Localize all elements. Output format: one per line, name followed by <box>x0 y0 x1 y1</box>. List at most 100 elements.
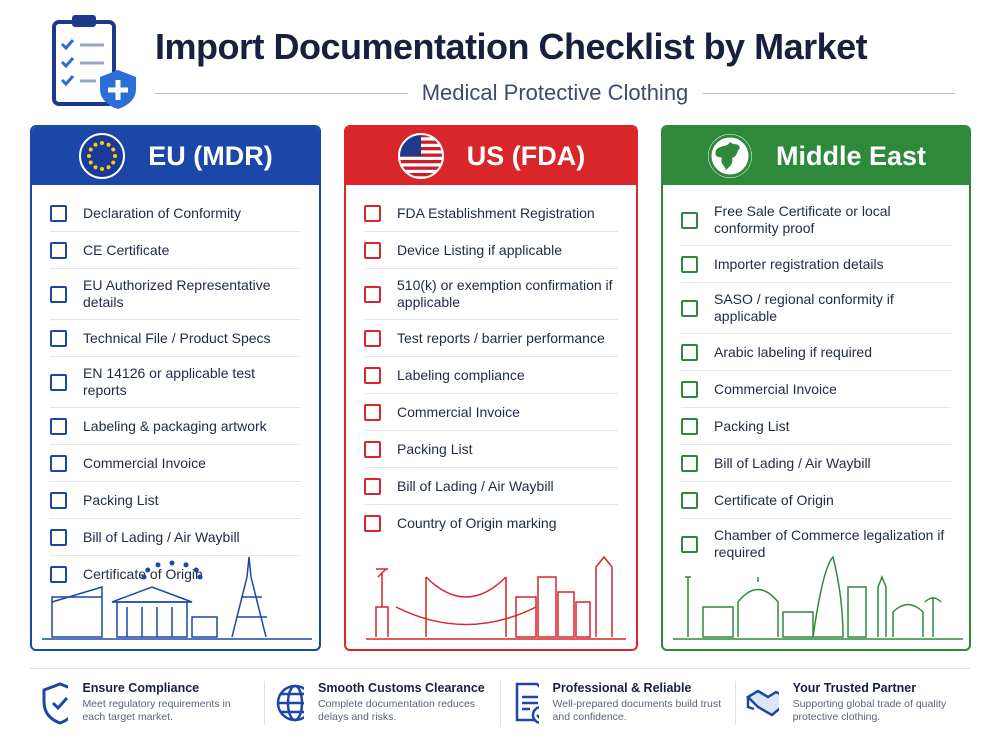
item-text: Bill of Lading / Air Waybill <box>397 477 554 494</box>
item-text: EU Authorized Representative details <box>83 277 271 310</box>
checkbox[interactable] <box>681 343 698 361</box>
footer-item: Professional & Reliable Well-prepared doc… <box>501 681 736 725</box>
item-text: Commercial Invoice <box>714 380 837 397</box>
checkbox[interactable] <box>681 491 698 509</box>
column-header: Middle East <box>663 127 969 185</box>
checkbox[interactable] <box>364 241 381 259</box>
item-text: Certificate of Origin <box>714 491 834 508</box>
checkbox[interactable] <box>681 211 698 229</box>
column-title: Middle East <box>775 140 927 171</box>
checklist-item: Chamber of Commerce legalization if requ… <box>681 519 951 569</box>
market-column: EU (MDR) Declaration of Conformity CE Cert… <box>30 125 321 651</box>
item-text: Certificate of Origin <box>83 566 203 582</box>
item-text: Declaration of Conformity <box>83 204 241 221</box>
column-title: EU (MDR) <box>148 140 273 171</box>
checkbox[interactable] <box>681 454 698 472</box>
item-text: Commercial Invoice <box>397 403 520 420</box>
market-column: US (FDA) FDA Establishment Registration De… <box>344 125 638 651</box>
item-text: 510(k) or exemption confirmation if appl… <box>397 277 613 310</box>
item-text: Importer registration details <box>714 255 884 272</box>
checklist-item: CE Certificate <box>50 232 301 269</box>
checkbox[interactable] <box>50 491 67 509</box>
checklist-item: Bill of Lading / Air Waybill <box>364 468 618 505</box>
column-title: US (FDA) <box>466 140 586 171</box>
checklist-item: Packing List <box>681 408 951 445</box>
checkbox[interactable] <box>681 299 698 317</box>
item-text: SASO / regional conformity if applicable <box>714 291 894 324</box>
footer-text: Complete documentation reduces delays an… <box>318 698 476 723</box>
checklist-item: FDA Establishment Registration <box>364 195 618 232</box>
checklist-icon <box>52 15 136 109</box>
checklist-item: Commercial Invoice <box>364 394 618 431</box>
checklist-item: Certificate of Origin <box>681 482 951 519</box>
subtitle-row: Medical Protective Clothing <box>155 80 956 106</box>
checkbox[interactable] <box>364 366 381 384</box>
market-column: Middle East Free Sale Certificate or loca… <box>661 125 971 651</box>
checkbox[interactable] <box>364 477 381 495</box>
item-text: FDA Establishment Registration <box>397 204 595 221</box>
checklist-item: Commercial Invoice <box>50 445 301 482</box>
flag-icon <box>79 133 126 179</box>
title: Import Documentation Checklist by Market <box>155 26 868 67</box>
item-text: Bill of Lading / Air Waybill <box>714 454 871 471</box>
checkbox[interactable] <box>681 535 698 553</box>
checkbox[interactable] <box>50 204 67 222</box>
checklist-item: Test reports / barrier performance <box>364 320 618 357</box>
checkbox[interactable] <box>681 417 698 435</box>
checkbox[interactable] <box>50 329 67 347</box>
checkbox[interactable] <box>364 440 381 458</box>
checkbox[interactable] <box>50 285 67 303</box>
footer-text: Well-prepared documents build trust and … <box>552 698 722 723</box>
checkbox[interactable] <box>364 204 381 222</box>
item-text: Packing List <box>83 491 159 508</box>
checkbox[interactable] <box>364 515 381 532</box>
footer-item: Ensure Compliance Meet regulatory require… <box>30 681 266 725</box>
item-text: EN 14126 or applicable test reports <box>83 365 255 398</box>
item-text: Packing List <box>714 417 790 434</box>
checklist-item: Bill of Lading / Air Waybill <box>681 445 951 482</box>
checklist: Declaration of Conformity CE Certificate E… <box>32 195 319 593</box>
checklist: FDA Establishment Registration Device Lis… <box>346 195 636 542</box>
shield-icon <box>42 682 69 725</box>
subtitle: Medical Protective Clothing <box>421 80 689 105</box>
checkbox[interactable] <box>50 373 67 391</box>
flag-icon <box>707 134 752 178</box>
footer-title: Smooth Customs Clearance <box>318 681 485 695</box>
checkbox[interactable] <box>50 566 67 583</box>
checkbox[interactable] <box>681 380 698 398</box>
checkbox[interactable] <box>364 403 381 421</box>
checklist-item: Bill of Lading / Air Waybill <box>50 519 301 556</box>
column-header: EU (MDR) <box>32 127 319 185</box>
item-text: Labeling & packaging artwork <box>83 417 267 434</box>
checklist-item: Packing List <box>50 482 301 519</box>
checkbox[interactable] <box>50 241 67 259</box>
skyline <box>673 555 963 640</box>
footer-item: Your Trusted Partner Supporting global tr… <box>736 681 970 725</box>
checklist-item: Free Sale Certificate or local conformit… <box>681 195 951 246</box>
item-text: Labeling compliance <box>397 366 525 383</box>
footer-title: Professional & Reliable <box>552 681 692 695</box>
footer-item: Smooth Customs Clearance Complete documen… <box>265 681 501 725</box>
footer-text: Supporting global trade of quality prote… <box>792 698 947 723</box>
checkbox[interactable] <box>364 329 381 347</box>
checkbox[interactable] <box>364 285 381 303</box>
item-text: Country of Origin marking <box>397 515 557 531</box>
checkbox[interactable] <box>50 454 67 472</box>
checklist-item: Declaration of Conformity <box>50 195 301 232</box>
checkbox[interactable] <box>50 528 67 546</box>
item-text: Bill of Lading / Air Waybill <box>83 528 240 545</box>
footer-text: Meet regulatory requirements in each tar… <box>82 698 231 723</box>
checkbox[interactable] <box>50 417 67 435</box>
item-text: Commercial Invoice <box>83 454 206 471</box>
checklist: Free Sale Certificate or local conformit… <box>663 195 969 569</box>
globe-icon <box>277 684 305 722</box>
checklist-item: Country of Origin marking <box>364 505 618 542</box>
checklist-item: Importer registration details <box>681 246 951 283</box>
footer: Ensure Compliance Meet regulatory require… <box>30 668 970 725</box>
checklist-item: SASO / regional conformity if applicable <box>681 283 951 334</box>
checkbox[interactable] <box>681 255 698 273</box>
item-text: Test reports / barrier performance <box>397 329 605 346</box>
item-text: Packing List <box>397 440 473 457</box>
